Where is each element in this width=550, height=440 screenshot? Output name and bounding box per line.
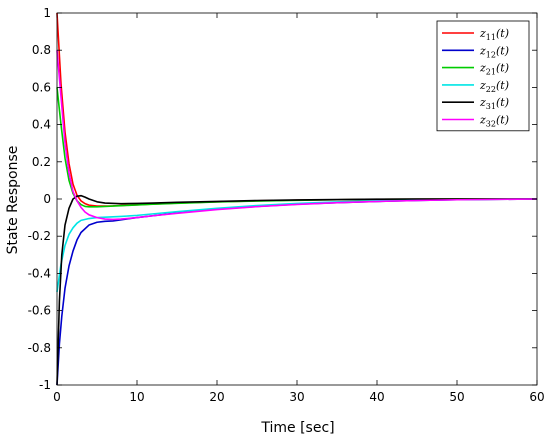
y-tick-label: 1 [43, 6, 51, 20]
legend-label: z11(t) [479, 27, 509, 42]
y-tick-label: 0.8 [32, 43, 51, 57]
y-tick-label: -0.2 [28, 229, 51, 243]
x-tick-label: 40 [369, 390, 384, 404]
y-tick-label: -0.4 [28, 266, 51, 280]
x-tick-label: 50 [449, 390, 464, 404]
x-tick-label: 0 [53, 390, 61, 404]
y-tick-label: -0.8 [28, 341, 51, 355]
legend-box [436, 20, 530, 132]
legend-label: z32(t) [479, 114, 509, 129]
y-tick-label: 0.4 [32, 118, 51, 132]
series-line-z32t [56, 50, 538, 221]
y-tick-label: -0.6 [28, 304, 51, 318]
legend-label: z22(t) [479, 79, 509, 94]
x-tick-label: 20 [209, 390, 224, 404]
legend-label: z21(t) [479, 62, 509, 77]
series-line-z31t [56, 194, 537, 386]
legend-label: z31(t) [479, 96, 509, 111]
y-tick-label: 0.6 [32, 80, 51, 94]
legend: z11(t) z12(t) z21(t) z22(t) z31(t) z32(t) [436, 20, 530, 132]
y-axis-label: State Response [5, 146, 21, 255]
x-tick-label: 30 [289, 390, 304, 404]
y-tick-label: -1 [39, 378, 51, 392]
y-tick-label: 0.2 [32, 155, 51, 169]
x-axis-label: Time [sec] [260, 420, 334, 436]
legend-label: z12(t) [479, 44, 509, 59]
x-tick-label: 10 [129, 390, 144, 404]
y-tick-label: 0 [43, 192, 51, 206]
x-tick-label: 60 [529, 390, 544, 404]
